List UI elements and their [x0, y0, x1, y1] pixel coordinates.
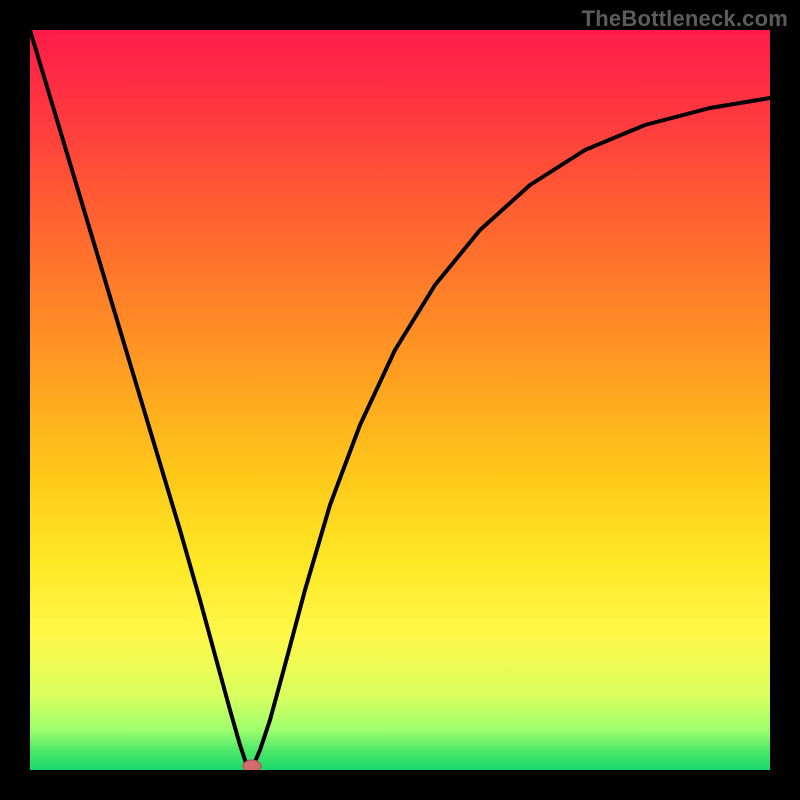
- chart-frame: TheBottleneck.com: [0, 0, 800, 800]
- chart-svg: [30, 30, 770, 770]
- watermark-text: TheBottleneck.com: [582, 6, 788, 32]
- optimum-marker: [243, 760, 261, 770]
- plot-area: [30, 30, 770, 770]
